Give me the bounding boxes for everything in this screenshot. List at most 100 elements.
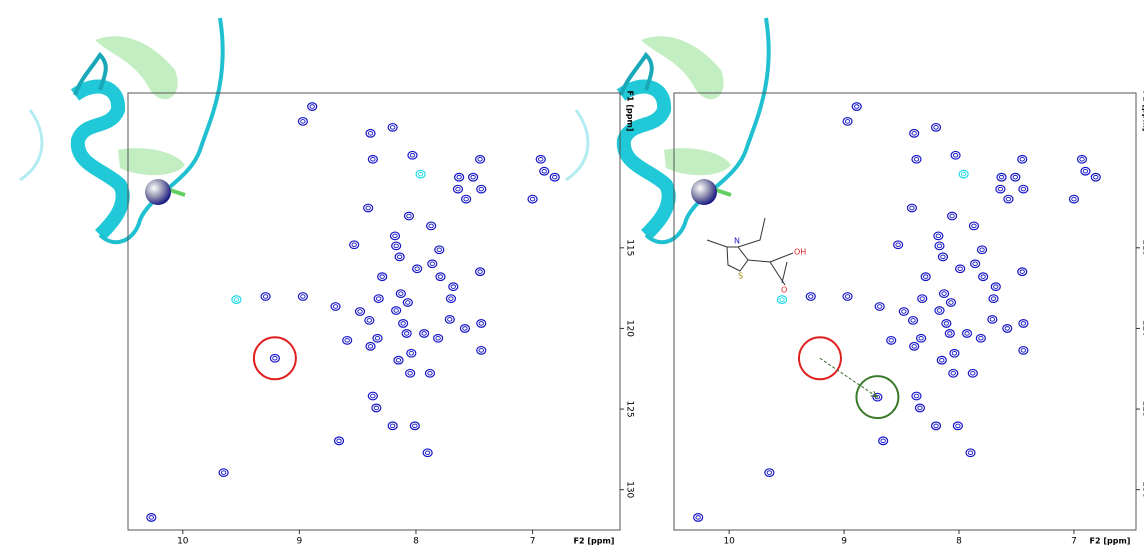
peak-contour (407, 214, 411, 218)
peak (843, 118, 852, 126)
peak (445, 316, 454, 324)
x-axis-label: F2 [ppm] (1090, 537, 1131, 546)
peak-contour (945, 330, 954, 338)
peak-contour (407, 349, 416, 357)
peak-contour (455, 173, 464, 181)
peak-contour (425, 369, 434, 377)
peak (945, 330, 954, 338)
peak-contour (373, 334, 382, 342)
x-tick-label: 8 (956, 537, 962, 547)
peak-contour (308, 103, 317, 111)
peak-contour (437, 248, 441, 252)
peak (368, 155, 377, 163)
peak (765, 469, 774, 477)
peak-contour (934, 424, 938, 428)
peak-contour (430, 262, 434, 266)
peak (374, 295, 383, 303)
peak-contour (394, 244, 398, 248)
peak-contour (436, 273, 445, 281)
peak (907, 204, 916, 212)
peak-contour (989, 295, 998, 303)
peak-contour (1005, 327, 1009, 331)
peak (476, 155, 485, 163)
peak-contour (395, 253, 404, 261)
peak-contour (536, 155, 545, 163)
peak (366, 343, 375, 351)
peak-contour (918, 295, 927, 303)
peak (875, 303, 884, 311)
peak (1018, 268, 1027, 276)
peak (455, 173, 464, 181)
peak-contour (449, 297, 453, 301)
peak-contour (401, 322, 405, 326)
peak (937, 356, 946, 364)
peak-contour (944, 322, 948, 326)
peak-contour (471, 175, 475, 179)
peak-contour (415, 267, 419, 271)
peak (460, 325, 469, 333)
x-tick-label: 8 (413, 537, 419, 547)
peak-contour (934, 126, 938, 130)
peak-contour (530, 197, 534, 201)
peak-contour (365, 317, 374, 325)
peak-contour (938, 253, 947, 261)
y-tick-label: 130 (625, 481, 635, 498)
peak (270, 354, 279, 362)
peak-contour (476, 155, 485, 163)
peak-contour (907, 204, 916, 212)
peak-contour (1083, 169, 1087, 173)
peak-contour (979, 273, 988, 281)
peak (403, 299, 412, 307)
peak (378, 273, 387, 281)
peak-contour (991, 297, 995, 301)
peak-contour (375, 336, 379, 340)
peak-contour (1003, 325, 1012, 333)
peak (350, 241, 359, 249)
peak-contour (1094, 175, 1098, 179)
peak-contour (367, 319, 371, 323)
peak-contour (973, 262, 977, 266)
peak-contour (418, 172, 422, 176)
peak-contour (966, 449, 975, 457)
peak-contour (374, 406, 378, 410)
peak (407, 349, 416, 357)
peak-contour (910, 206, 914, 210)
peak-contour (356, 308, 365, 316)
peak-contour (413, 265, 422, 273)
y-tick-label: 125 (625, 400, 635, 417)
peak-contour (477, 320, 486, 328)
peak (935, 307, 944, 315)
y-axis-label: F1 [ppm] (626, 91, 635, 132)
peak (966, 449, 975, 457)
peak-contour (806, 293, 815, 301)
peak-contour (971, 371, 975, 375)
peak-contour (919, 336, 923, 340)
peak (343, 337, 352, 345)
peak-contour (1021, 322, 1025, 326)
peak-contour (878, 305, 882, 309)
peak (298, 293, 307, 301)
peak-contour (968, 451, 972, 455)
peak-contour (404, 332, 408, 336)
peak-contour (364, 204, 373, 212)
peak-contour (368, 132, 372, 136)
peak (416, 170, 425, 178)
peak-contour (988, 316, 997, 324)
peak-contour (388, 422, 397, 430)
peak-contour (298, 293, 307, 301)
peak-contour (889, 339, 893, 343)
peak (408, 151, 417, 159)
peak-contour (392, 242, 401, 250)
peak-contour (376, 297, 380, 301)
y-tick-label: 115 (1141, 239, 1144, 256)
peak (436, 273, 445, 281)
peak (427, 222, 436, 230)
peak-contour (910, 130, 919, 138)
peak-contour (879, 437, 888, 445)
peak-contour (953, 422, 962, 430)
x-tick-label: 9 (841, 537, 847, 547)
peak-contour (981, 275, 985, 279)
peak-contour (998, 187, 1002, 191)
peak (420, 330, 429, 338)
peak (899, 308, 908, 316)
